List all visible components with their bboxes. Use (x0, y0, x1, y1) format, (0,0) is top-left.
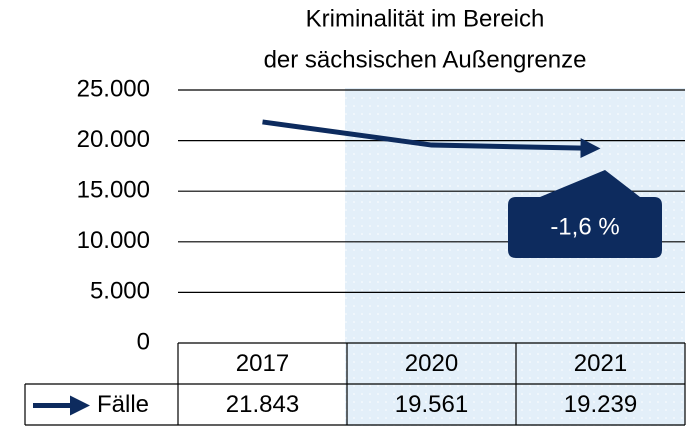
x-tick-label: 2021 (574, 350, 627, 377)
x-tick-label: 2017 (236, 350, 289, 377)
data-table-value: 19.239 (564, 391, 637, 418)
y-tick-label: 15.000 (77, 177, 150, 204)
legend-label: Fälle (97, 391, 149, 418)
callout-label: -1,6 % (550, 213, 619, 240)
chart-title: der sächsischen Außengrenze (264, 46, 587, 73)
y-tick-label: 25.000 (77, 75, 150, 102)
y-tick-label: 20.000 (77, 126, 150, 153)
y-tick-label: 5.000 (90, 278, 150, 305)
y-tick-label: 10.000 (77, 227, 150, 254)
callout-box (508, 170, 662, 258)
y-tick-label: 0 (137, 328, 150, 355)
chart-title: Kriminalität im Bereich (306, 5, 545, 32)
line-series (262, 119, 601, 159)
data-table-value: 21.843 (226, 391, 299, 418)
data-table-value: 19.561 (395, 391, 468, 418)
x-tick-label: 2020 (405, 350, 458, 377)
